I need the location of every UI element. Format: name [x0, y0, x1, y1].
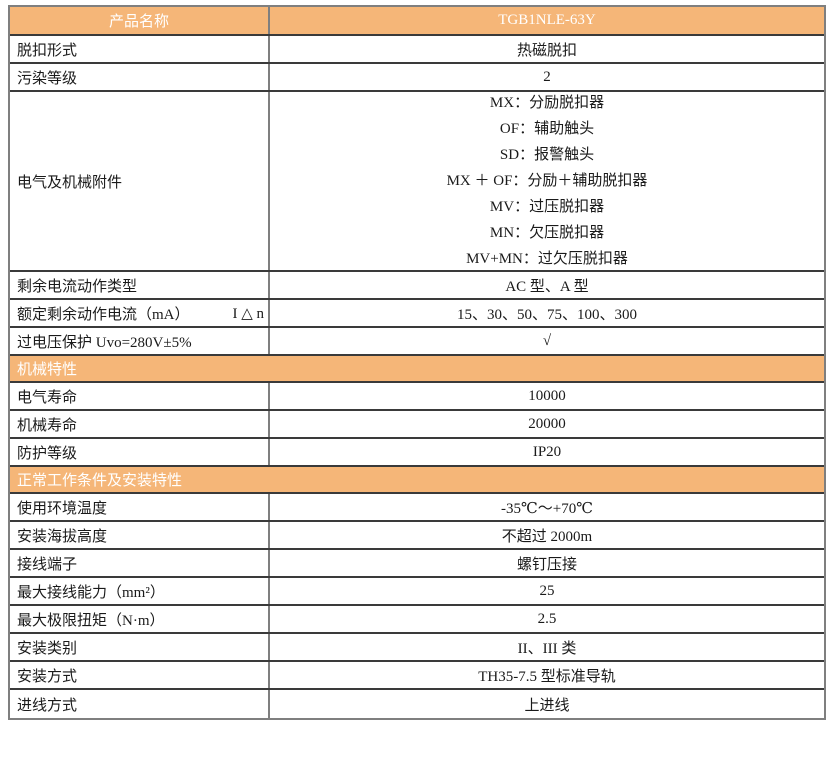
- accessory-item: MN：欠压脱扣器: [489, 225, 605, 241]
- spec-label: 接线端子: [10, 550, 270, 576]
- spec-label: 电气及机械附件: [10, 92, 270, 270]
- accessory-item: MX ＋ OF：分励＋辅助脱扣器: [446, 173, 648, 189]
- spec-label: 安装类别: [10, 634, 270, 660]
- spec-value: 螺钉压接: [516, 556, 577, 573]
- spec-label-text: 额定剩余动作电流（mA）: [17, 306, 190, 323]
- table-row-line-entry: 进线方式 上进线: [10, 690, 824, 718]
- spec-value: TH35-7.5 型标准导轨: [478, 668, 616, 685]
- accessory-item: MV+MN：过欠压脱扣器: [466, 251, 628, 267]
- table-row-overvoltage-protection: 过电压保护 Uvo=280V±5% √: [10, 328, 824, 356]
- table-row-installation-category: 安装类别 II、III 类: [10, 634, 824, 662]
- spec-value: 热磁脱扣: [516, 42, 577, 59]
- spec-value: 25: [539, 582, 555, 599]
- spec-label-symbol: I △ n: [232, 305, 264, 322]
- spec-value: 不超过 2000m: [501, 528, 593, 545]
- section-header-working-conditions: 正常工作条件及安装特性: [10, 467, 824, 494]
- table-header-row: 产品名称 TGB1NLE-63Y: [10, 7, 824, 36]
- spec-value: 10000: [528, 387, 566, 404]
- spec-value: II、III 类: [517, 640, 577, 657]
- spec-value: AC 型、A 型: [505, 278, 589, 295]
- section-header-mechanical: 机械特性: [10, 356, 824, 383]
- product-name-header: 产品名称: [10, 7, 270, 34]
- product-spec-table: 产品名称 TGB1NLE-63Y 脱扣形式 热磁脱扣 污染等级 2 电气及机械附…: [8, 5, 826, 720]
- accessory-item: OF：辅助触头: [499, 121, 595, 137]
- table-row-max-wire-capacity: 最大接线能力（mm²） 25: [10, 578, 824, 606]
- section-title: 正常工作条件及安装特性: [17, 473, 183, 489]
- table-row-max-torque: 最大极限扭矩（N·m） 2.5: [10, 606, 824, 634]
- table-row-mechanical-life: 机械寿命 20000: [10, 411, 824, 439]
- table-row-mounting-method: 安装方式 TH35-7.5 型标准导轨: [10, 662, 824, 690]
- spec-label: 安装海拔高度: [10, 522, 270, 548]
- spec-label: 最大接线能力（mm²）: [10, 578, 270, 604]
- spec-label: 脱扣形式: [10, 36, 270, 62]
- table-row-residual-current-type: 剩余电流动作类型 AC 型、A 型: [10, 272, 824, 300]
- spec-value: 20000: [528, 415, 566, 432]
- spec-label: 过电压保护 Uvo=280V±5%: [10, 328, 270, 354]
- table-row-pollution-degree: 污染等级 2: [10, 64, 824, 92]
- spec-label: 安装方式: [10, 662, 270, 688]
- table-row-protection-rating: 防护等级 IP20: [10, 439, 824, 467]
- spec-label: 机械寿命: [10, 411, 270, 437]
- section-title: 机械特性: [17, 362, 78, 378]
- spec-label: 使用环境温度: [10, 494, 270, 520]
- spec-label: 额定剩余动作电流（mA） I △ n: [10, 300, 270, 326]
- spec-label: 防护等级: [10, 439, 270, 465]
- spec-label: 最大极限扭矩（N·m）: [10, 606, 270, 632]
- table-row-installation-altitude: 安装海拔高度 不超过 2000m: [10, 522, 824, 550]
- checkmark: √: [542, 332, 552, 349]
- spec-label: 进线方式: [10, 690, 270, 718]
- spec-value: 上进线: [524, 697, 570, 714]
- spec-value: 2.5: [537, 610, 557, 627]
- spec-value: 2: [543, 68, 551, 85]
- product-model-value: TGB1NLE-63Y: [498, 12, 596, 28]
- table-row-accessories: 电气及机械附件 MX：分励脱扣器 OF：辅助触头 SD：报警触头 MX ＋ OF…: [10, 92, 824, 272]
- spec-label: 剩余电流动作类型: [10, 272, 270, 298]
- table-row-trip-type: 脱扣形式 热磁脱扣: [10, 36, 824, 64]
- table-row-electrical-life: 电气寿命 10000: [10, 383, 824, 411]
- accessories-list: MX：分励脱扣器 OF：辅助触头 SD：报警触头 MX ＋ OF：分励＋辅助脱扣…: [270, 92, 824, 270]
- table-row-ambient-temperature: 使用环境温度 -35℃～+70℃: [10, 494, 824, 522]
- spec-value: -35℃～+70℃: [500, 500, 593, 517]
- spec-value: IP20: [532, 443, 562, 460]
- accessory-item: MV：过压脱扣器: [489, 199, 605, 215]
- accessory-item: MX：分励脱扣器: [489, 95, 605, 111]
- spec-label: 污染等级: [10, 64, 270, 90]
- accessory-item: SD：报警触头: [499, 147, 595, 163]
- table-row-terminal-type: 接线端子 螺钉压接: [10, 550, 824, 578]
- spec-label: 电气寿命: [10, 383, 270, 409]
- table-row-rated-residual-current: 额定剩余动作电流（mA） I △ n 15、30、50、75、100、300: [10, 300, 824, 328]
- spec-value: 15、30、50、75、100、300: [456, 306, 637, 323]
